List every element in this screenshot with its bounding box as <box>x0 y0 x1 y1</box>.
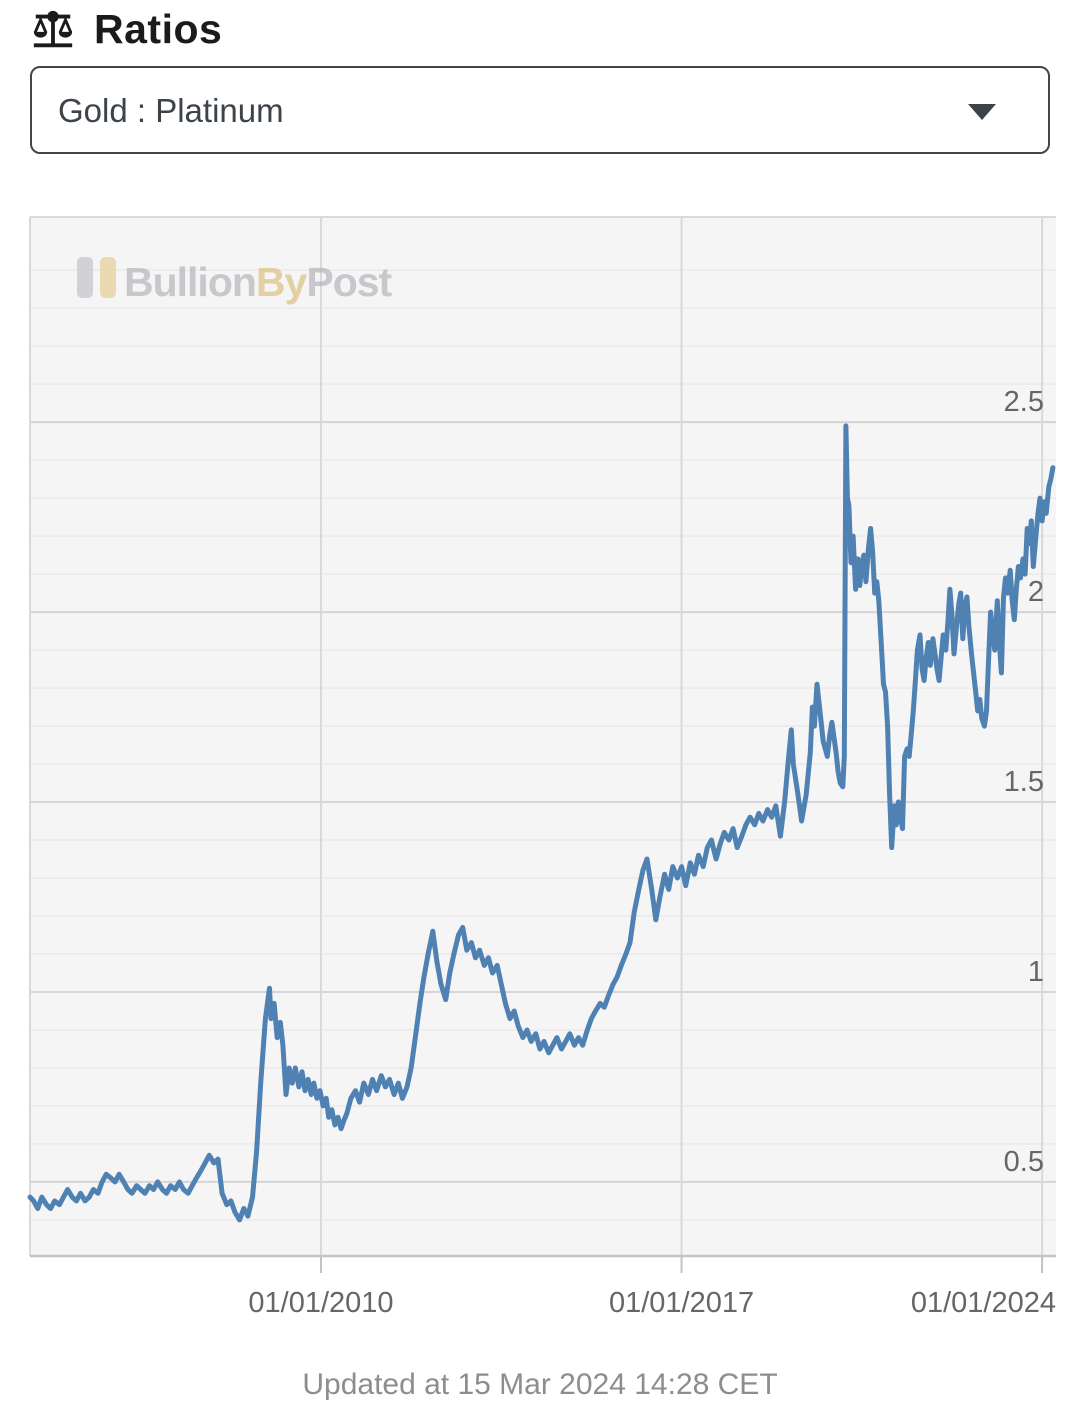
page-header: Ratios <box>30 6 222 53</box>
y-axis-label: 1 <box>1028 956 1044 988</box>
updated-timestamp: Updated at 15 Mar 2024 14:28 CET <box>302 1368 778 1401</box>
watermark-gold-bar-icon <box>100 257 116 298</box>
watermark-silver-bar-icon <box>77 257 93 298</box>
ratio-line-series <box>27 423 1056 1223</box>
watermark-text: BullionByPost <box>124 259 393 305</box>
ratio-select[interactable]: Gold : Platinum <box>30 66 1050 154</box>
plot-area <box>30 217 1056 1256</box>
page-title: Ratios <box>94 6 223 52</box>
x-axis-label: 01/01/2024 <box>911 1287 1056 1319</box>
y-axis-label: 2.5 <box>1004 386 1044 418</box>
x-axis-label: 01/01/2017 <box>609 1287 754 1319</box>
x-axis-label: 01/01/2010 <box>248 1287 393 1319</box>
y-axis-label: 0.5 <box>1004 1146 1044 1178</box>
y-axis-label: 2 <box>1028 576 1044 608</box>
y-axis-label: 1.5 <box>1004 766 1044 798</box>
ratio-selector-wrap: Gold : Platinum <box>30 66 1050 154</box>
balance-scale-icon <box>33 10 73 47</box>
